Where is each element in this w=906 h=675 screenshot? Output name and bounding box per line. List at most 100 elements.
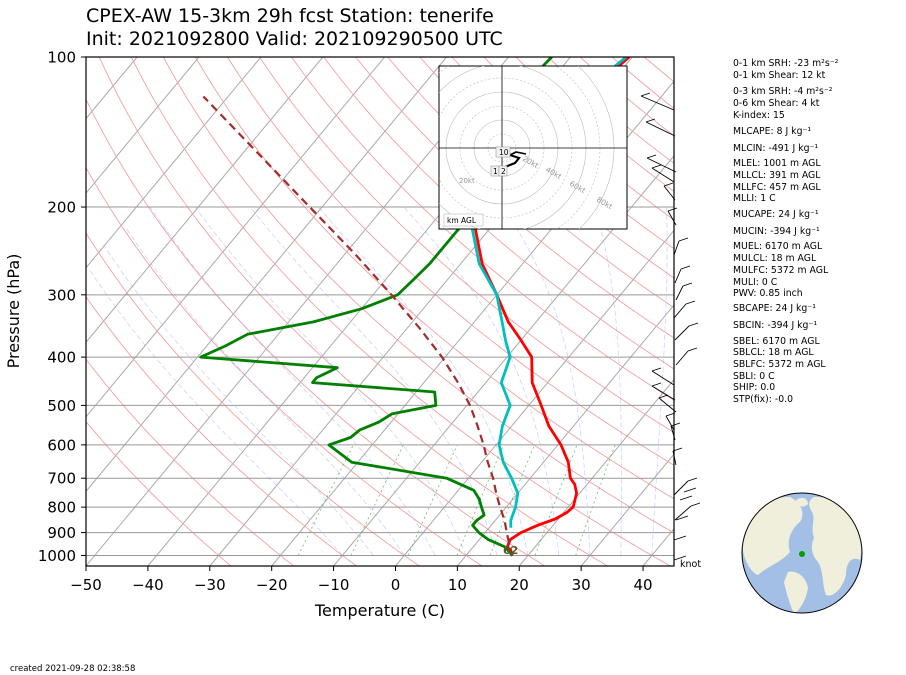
wind-barb [673,480,689,496]
index-entry: SBLCL: 18 m AGL [733,347,814,358]
wind-barb [640,95,675,111]
moist-adiabat [651,206,668,556]
x-tick-label: −20 [256,576,288,594]
index-entry: MULI: 0 C [733,277,778,288]
index-entry: 0-3 km SRH: -4 m²s⁻² [733,86,833,97]
wind-barb [674,268,682,284]
dry-adiabat [419,57,674,279]
index-entry: MLLI: 1 C [733,193,776,204]
isotherm-line [457,304,674,566]
x-tick-label: 0 [391,576,401,594]
index-entry: MUEL: 6170 m AGL [733,241,823,252]
isotherm-line [395,229,674,566]
wind-barb [667,210,677,226]
wind-barb [675,350,689,366]
index-entry: STP(fix): -0.0 [733,394,794,405]
dry-adiabat [259,57,674,434]
hodo-height-label: 2 [501,167,506,176]
dry-adiabat [86,166,483,566]
index-entry: MLCIN: -491 J kg⁻¹ [733,143,819,154]
index-entry: K-index: 15 [733,110,785,121]
plot-frame [85,56,675,567]
dry-adiabat [194,57,674,500]
x-tick-label: 10 [448,576,467,594]
dry-adiabat [387,57,674,309]
index-entry: SBLI: 0 C [733,371,775,382]
hodo-speed-label: 20kt [459,177,475,185]
wind-barb [646,157,677,173]
chart-title: CPEX-AW 15-3km 29h fcst Station: tenerif… [86,5,494,27]
y-tick-label: 1000 [38,547,76,565]
index-entry: MLLCL: 391 m AGL [733,170,821,181]
index-entry: PWV: 0.85 inch [733,288,803,299]
dry-adiabat [98,57,608,566]
isotherm-line [86,57,200,194]
isotherm-line [580,453,674,566]
globe-locator [741,492,863,614]
hodo-height-label: 10 [499,148,509,157]
mixing-ratio-line [456,444,505,556]
x-axis-label: Temperature (C) [314,601,445,620]
moist-adiabat [194,206,467,556]
index-entry: 0-1 km Shear: 12 kt [733,70,826,81]
wind-barb [673,303,687,319]
hodograph-inset: 20kt 20kt 40kt 60kt 80kt 10 1 2 km AGL [438,65,628,230]
dry-adiabat [86,358,294,566]
station-label: 62 [503,544,518,557]
y-tick-label: 500 [47,397,76,415]
x-tick-label: −40 [132,576,164,594]
wind-barb [658,397,677,413]
y-tick-label: 800 [47,499,76,517]
index-entry: SBCIN: -394 J kg⁻¹ [733,320,818,331]
mixing-ratio-line [297,444,354,556]
mixing-ratio-line [575,444,616,556]
wind-barb [674,505,692,521]
dry-adiabat [86,296,357,566]
hodo-height-label: 1 [493,167,498,176]
isotherm-line [86,57,262,269]
chart-subtitle: Init: 2021092800 Valid: 202109290500 UTC [86,28,503,50]
wind-barb [665,415,675,431]
moist-adiabat [88,267,343,556]
isotherm-line [86,57,509,566]
wind-barb [674,325,690,341]
barb-unit-label: knot [680,559,702,570]
index-entry: SBLFC: 5372 m AGL [733,359,826,370]
isotherm-line [86,57,447,493]
wind-barb [663,185,676,201]
index-entry: MUCAPE: 24 J kg⁻¹ [733,209,819,220]
index-entry: SHIP: 0.0 [733,382,776,393]
y-tick-label: 900 [47,524,76,542]
mixing-ratio-line [350,444,404,556]
isotherm-line [86,57,324,344]
hodo-trace [504,153,521,169]
isotherm-line [518,378,674,566]
x-tick-label: 40 [634,576,653,594]
dry-adiabat [291,57,674,401]
station-marker [799,551,805,557]
wind-barb [670,425,676,441]
x-tick-label: −10 [318,576,350,594]
wind-barb [679,495,693,501]
moist-adiabat [249,206,498,556]
wind-barb [673,240,680,256]
dry-adiabat [130,57,671,566]
index-entry: MLLFC: 457 m AGL [733,182,821,193]
x-tick-label: 30 [572,576,591,594]
wind-barb [651,167,675,183]
y-tick-label: 600 [47,436,76,454]
wind-barb [675,285,684,301]
index-entry: MLEL: 1001 m AGL [733,158,821,169]
moist-adiabat [502,206,591,556]
dry-adiabat [162,57,674,534]
wind-barb [645,121,676,137]
dry-adiabat [86,232,420,566]
index-entry: 0-6 km Shear: 4 kt [733,98,820,109]
profile-line [199,57,553,557]
index-entry: MUCIN: -394 J kg⁻¹ [733,226,820,237]
index-entry: SBEL: 6170 m AGL [733,336,820,347]
hodo-footer: km AGL [447,216,477,225]
wind-barb [651,370,675,386]
isotherm-line [86,57,386,418]
